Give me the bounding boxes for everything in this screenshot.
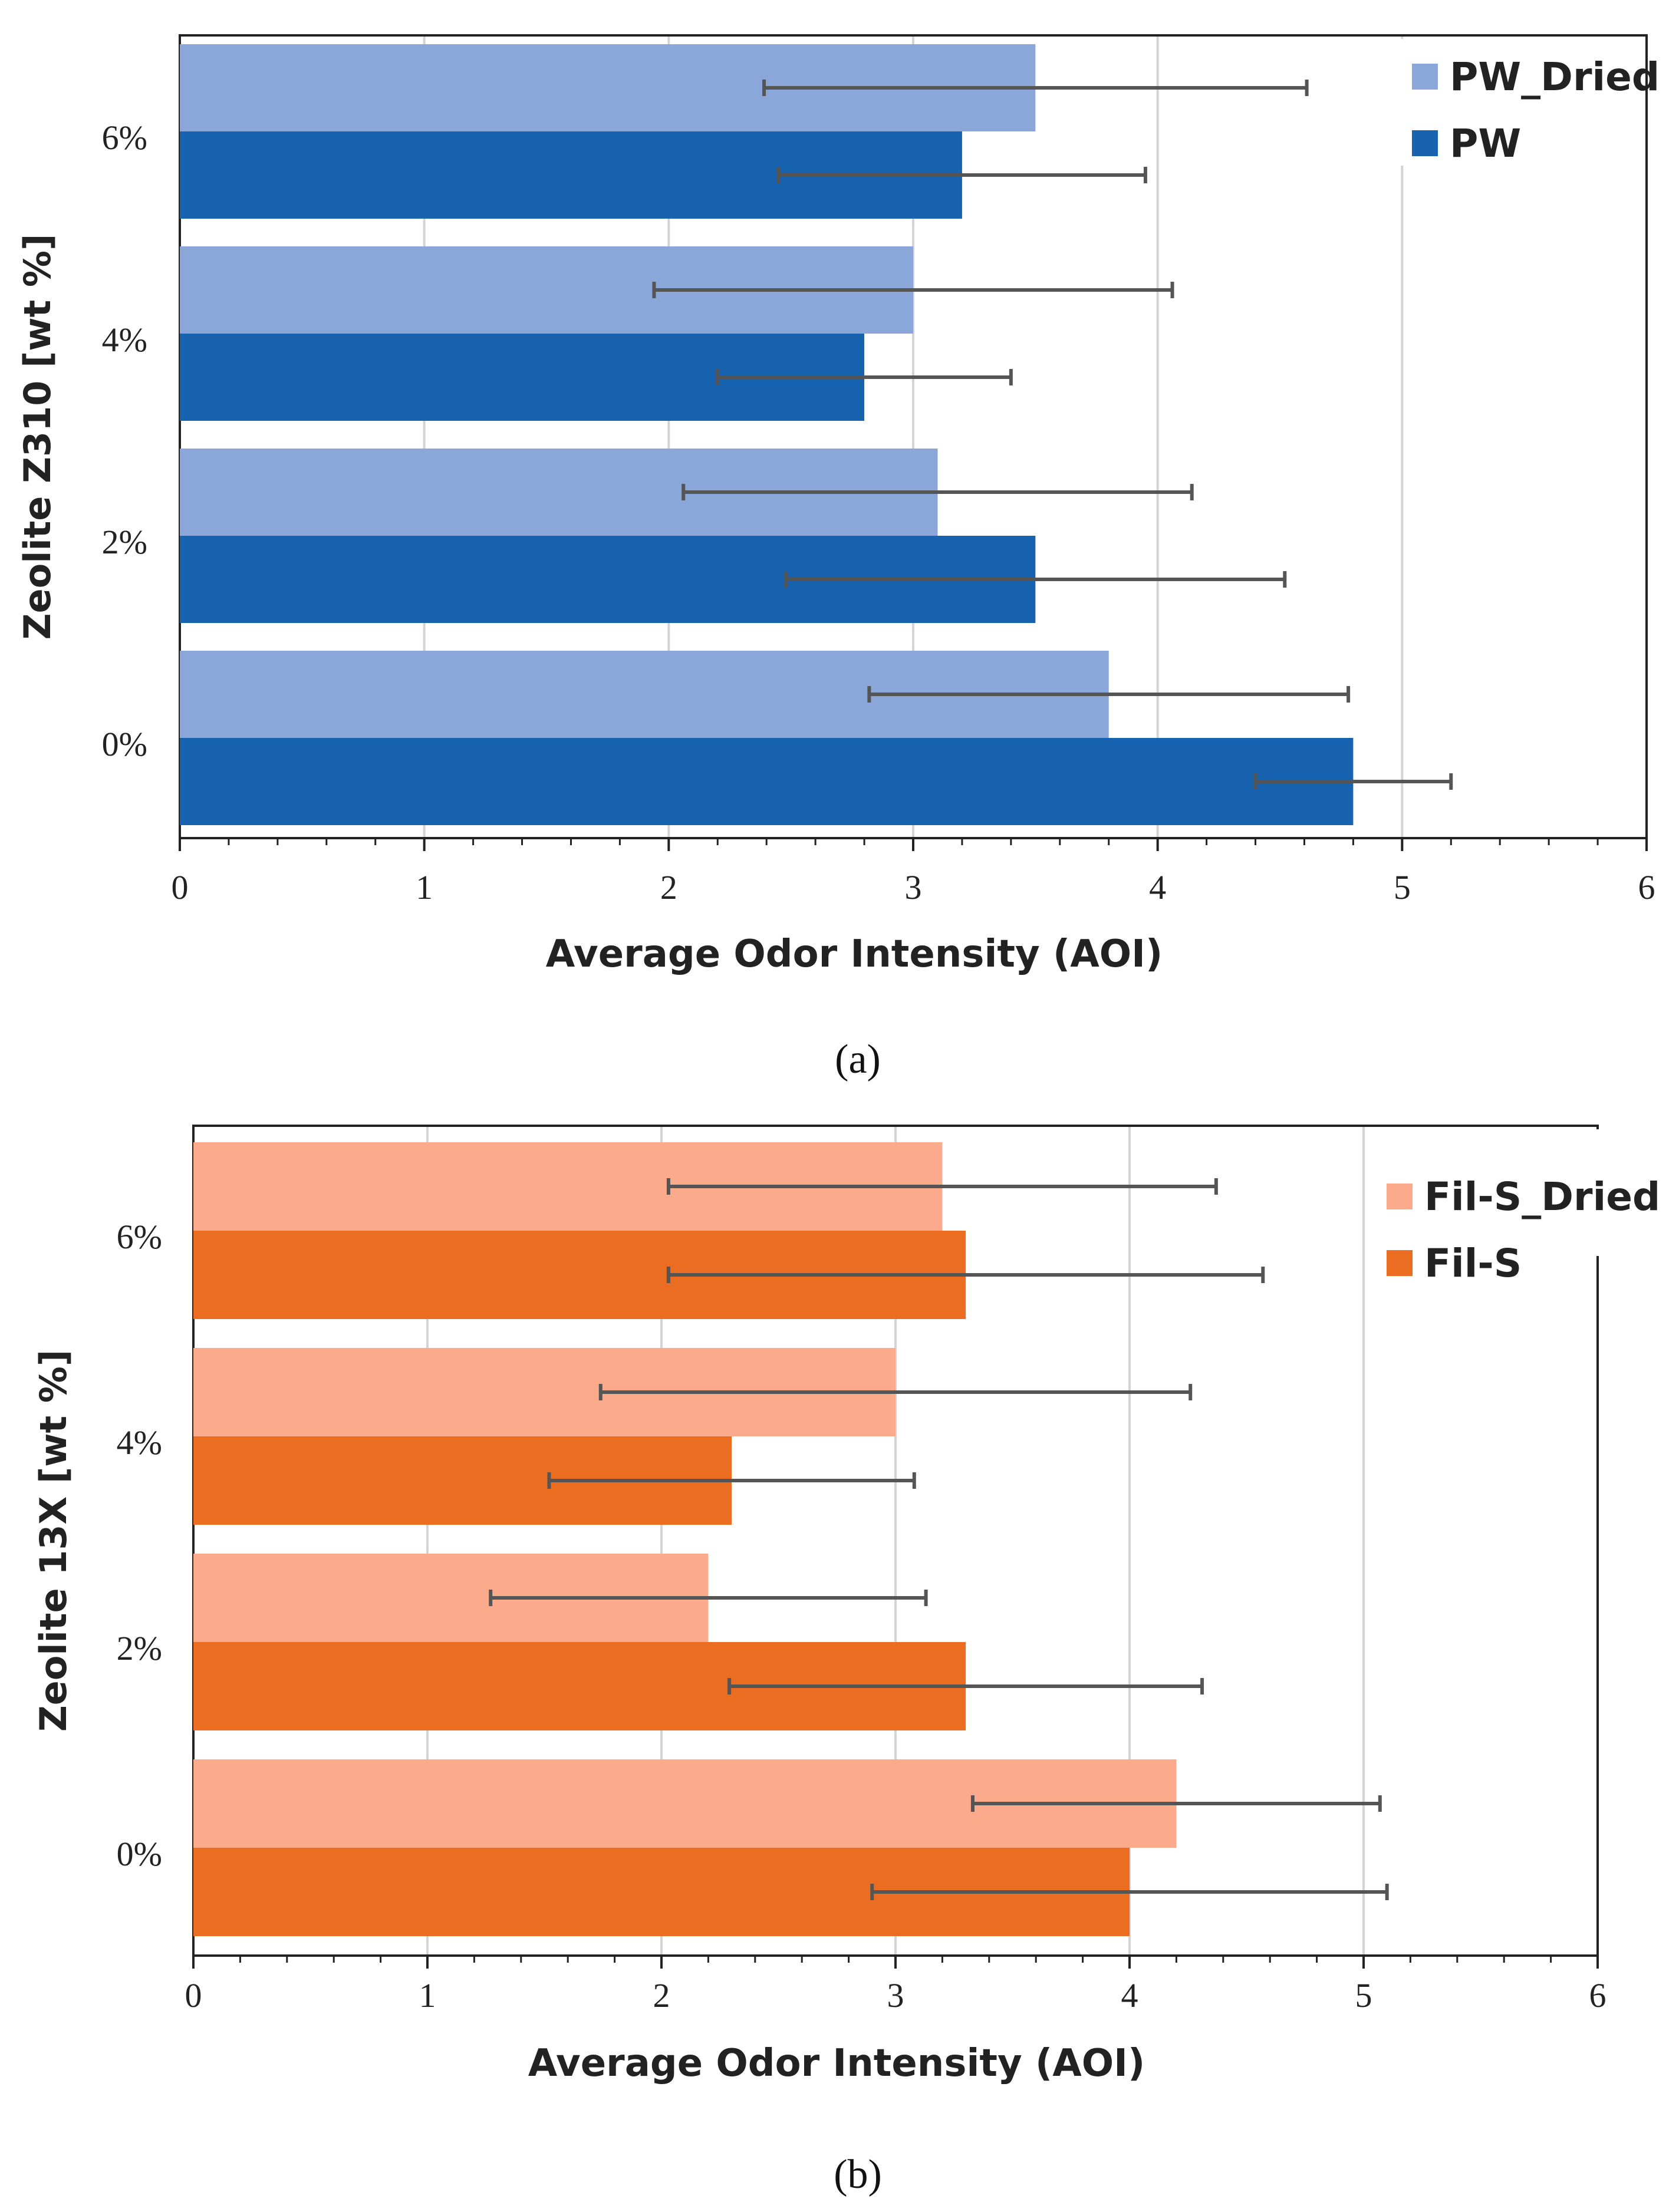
- legend-label-PW_Dried: PW_Dried: [1450, 54, 1660, 100]
- legend-swatch-Fil-S_Dried: [1387, 1184, 1413, 1209]
- category-label: 0%: [102, 725, 147, 763]
- y-axis-label: Zeolite 13X [wt %]: [32, 1350, 75, 1732]
- x-tick-label: 2: [653, 1976, 670, 2015]
- error-bar-PW_Dried-0%: [867, 686, 1351, 703]
- x-tick-label: 1: [419, 1976, 436, 2015]
- category-label: 4%: [117, 1423, 162, 1462]
- x-axis-label: Average Odor Intensity (AOI): [528, 2042, 1145, 2085]
- error-bar-Fil-S-2%: [727, 1678, 1204, 1695]
- legend-label-Fil-S_Dried: Fil-S_Dried: [1424, 1174, 1660, 1219]
- x-tick-label: 0: [172, 868, 189, 906]
- error-bar-Fil-S_Dried-2%: [489, 1590, 928, 1606]
- error-bar-Fil-S_Dried-6%: [666, 1178, 1218, 1195]
- x-tick-label: 6: [1638, 868, 1655, 906]
- x-tick-label: 4: [1121, 1976, 1138, 2015]
- error-bar-PW-2%: [784, 571, 1287, 588]
- x-tick-label: 2: [660, 868, 677, 906]
- error-bar-PW_Dried-2%: [682, 484, 1194, 500]
- legend-label-Fil-S: Fil-S: [1424, 1241, 1522, 1286]
- x-tick-label: 5: [1394, 868, 1411, 906]
- error-bar-PW_Dried-6%: [762, 80, 1309, 96]
- legend-swatch-PW: [1412, 130, 1438, 156]
- x-tick-label: 5: [1355, 1976, 1372, 2015]
- category-label: 2%: [102, 523, 147, 561]
- panel-caption: (a): [835, 1037, 881, 1082]
- error-bar-PW-6%: [776, 167, 1147, 183]
- error-bar-PW-4%: [716, 369, 1013, 385]
- legend: Fil-S_Dried Fil-S: [1369, 1129, 1660, 1286]
- error-bar-Fil-S-0%: [870, 1884, 1389, 1900]
- category-label: 0%: [117, 1835, 162, 1873]
- chart-panel-a: 0% 2% 4% 6% 0 1 2 3 4 5 6 Average Odor Intensity (A…: [16, 34, 1660, 1082]
- error-bar-Fil-S-4%: [547, 1472, 916, 1489]
- legend-label-PW: PW: [1450, 121, 1521, 166]
- x-tick-label: 3: [905, 868, 922, 906]
- x-tick-label: 1: [416, 868, 433, 906]
- x-axis-label: Average Odor Intensity (AOI): [546, 932, 1163, 976]
- legend-swatch-Fil-S: [1387, 1250, 1413, 1276]
- legend: PW_Dried PW: [1394, 39, 1660, 166]
- chart-panel-b: 0% 2% 4% 6% 0 1 2 3 4 5 6 Average Odor Intensity (A…: [32, 1125, 1660, 2197]
- x-tick-label: 4: [1149, 868, 1166, 906]
- error-bar-Fil-S-6%: [666, 1267, 1265, 1283]
- error-bar-PW_Dried-4%: [652, 282, 1174, 298]
- error-bar-PW-0%: [1253, 773, 1453, 790]
- category-label: 2%: [117, 1629, 162, 1667]
- bar-PW-0%: [180, 738, 1354, 825]
- x-tick-label: 6: [1589, 1976, 1606, 2015]
- panel-caption: (b): [834, 2152, 882, 2197]
- category-label: 4%: [102, 321, 147, 359]
- error-bar-Fil-S_Dried-4%: [598, 1384, 1193, 1400]
- category-label: 6%: [117, 1218, 162, 1256]
- x-tick-label: 0: [185, 1976, 202, 2015]
- category-label: 6%: [102, 118, 147, 157]
- error-bar-Fil-S_Dried-0%: [971, 1795, 1382, 1812]
- legend-swatch-PW_Dried: [1412, 64, 1438, 90]
- x-tick-label: 3: [887, 1976, 904, 2015]
- y-axis-label: Zeolite Z310 [wt %]: [16, 234, 59, 640]
